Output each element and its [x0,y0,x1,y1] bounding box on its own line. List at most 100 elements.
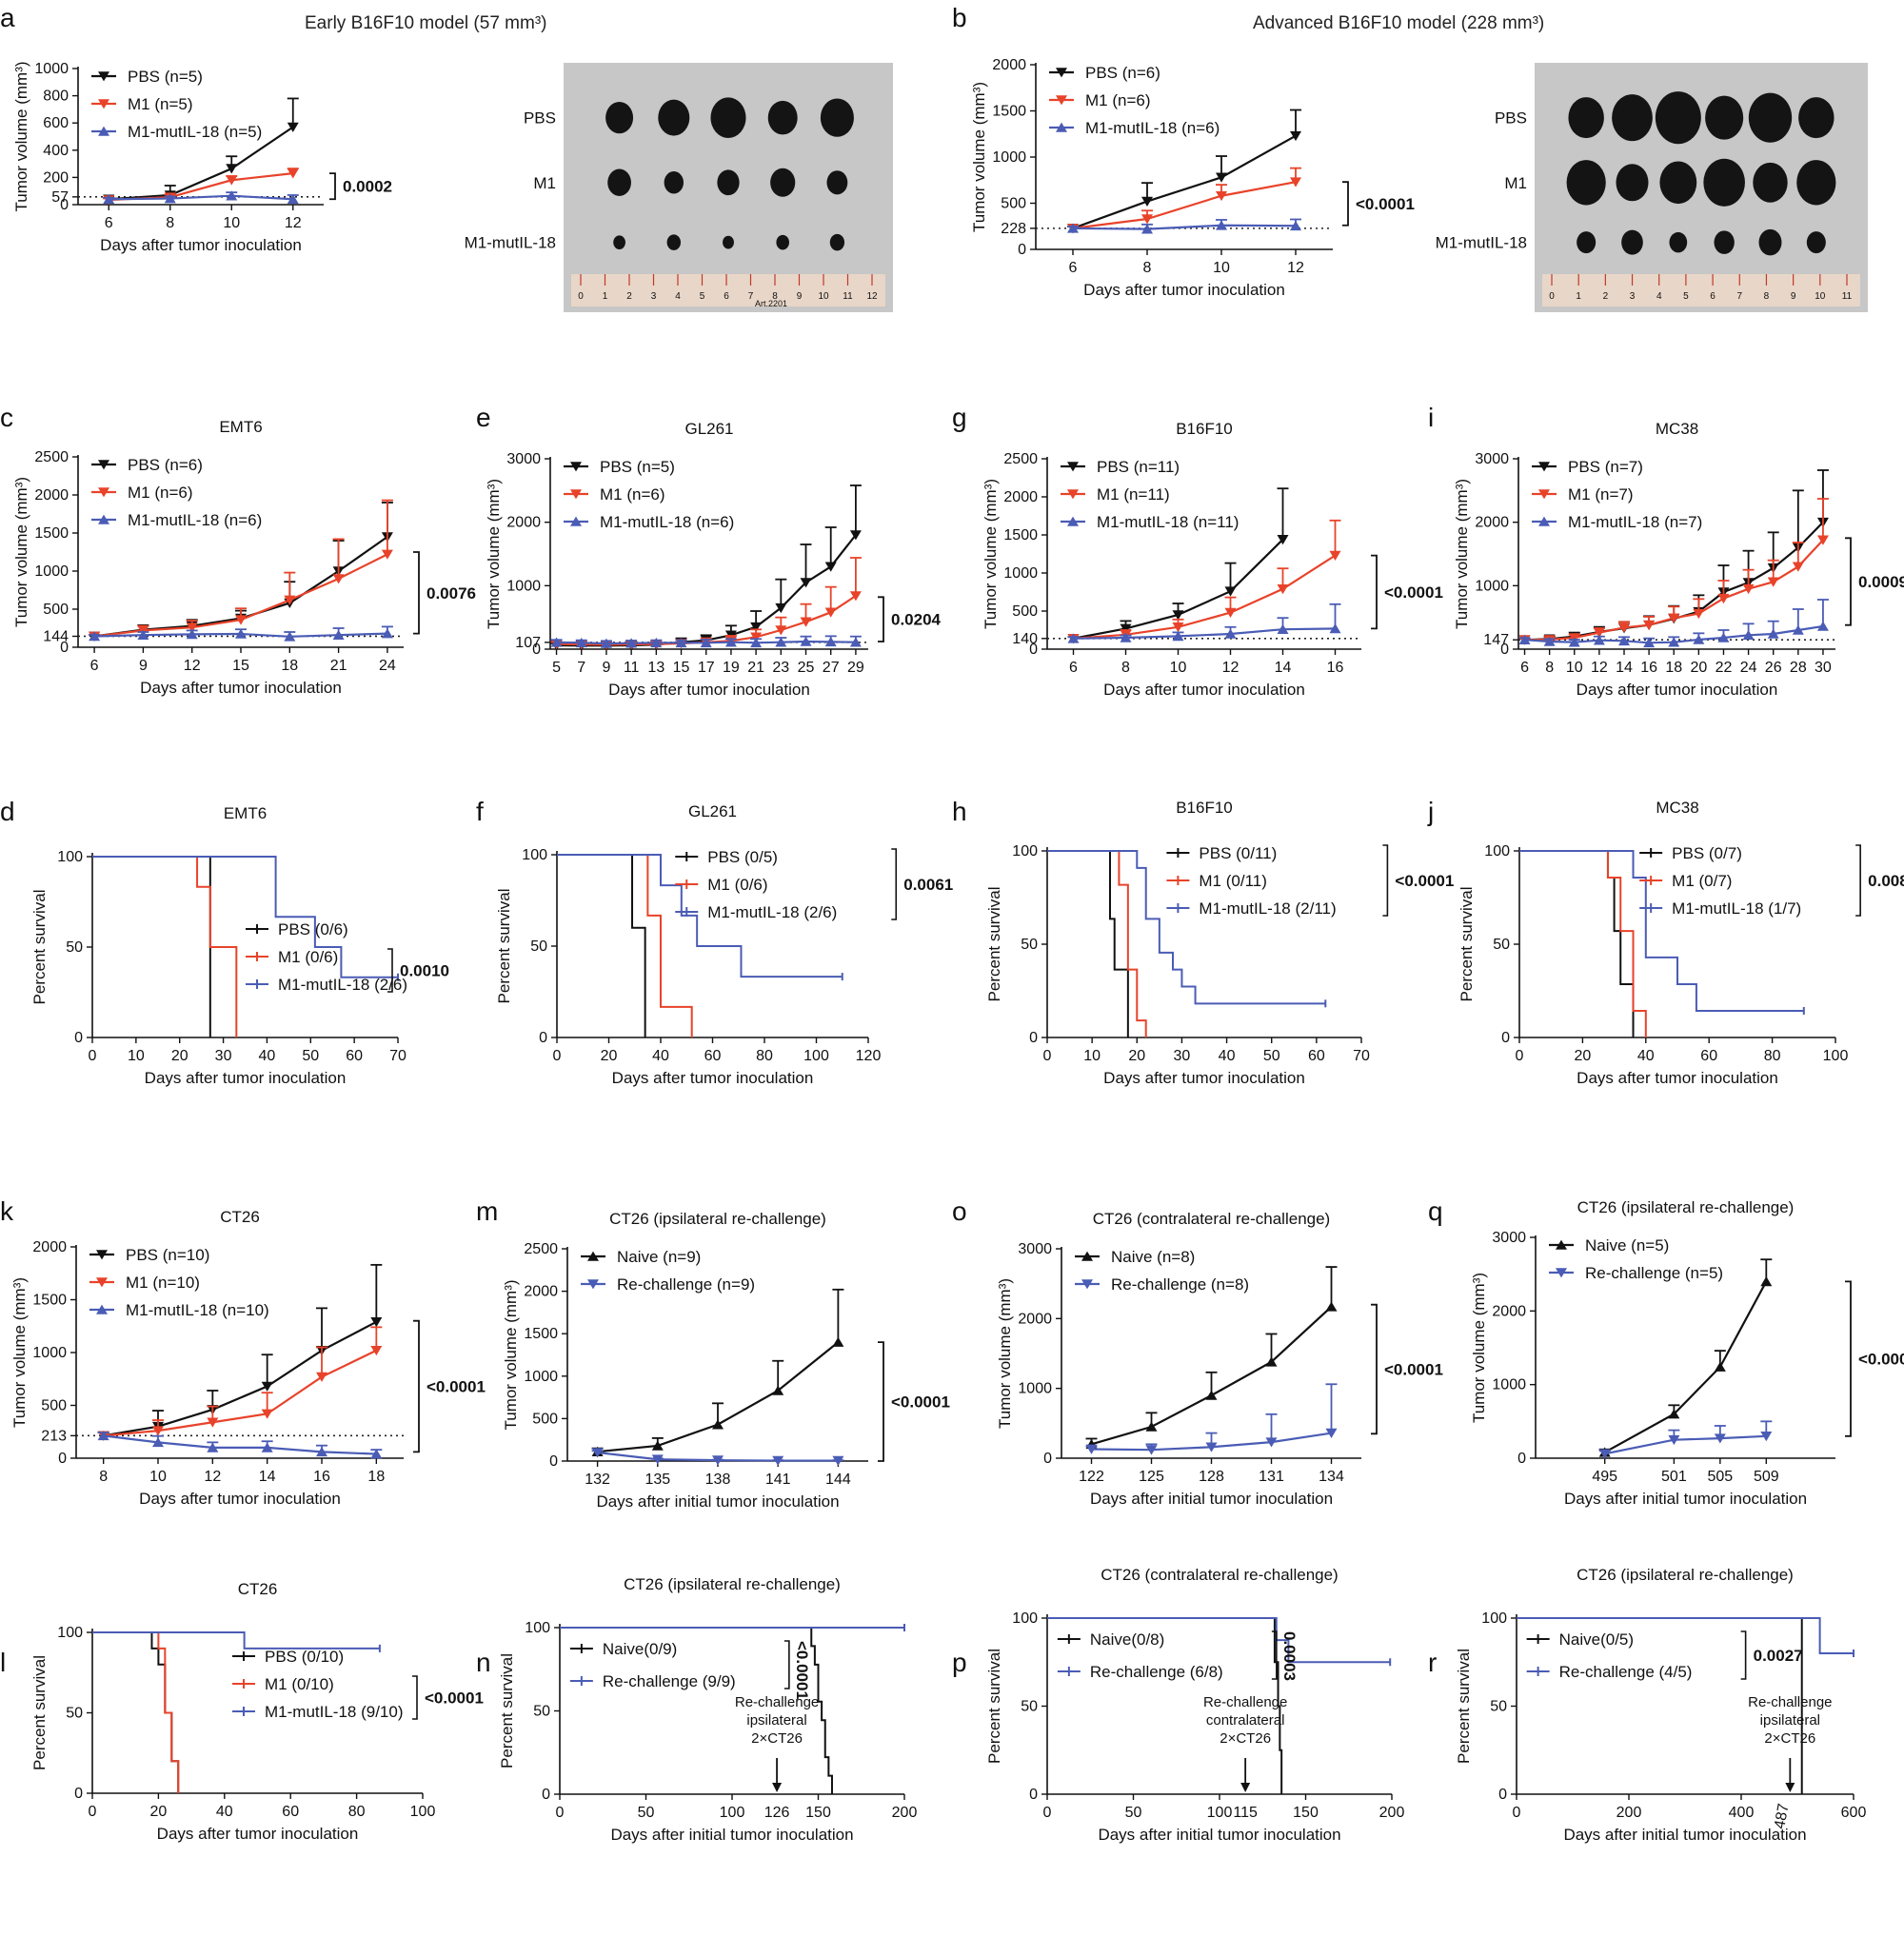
y-tick-label: 2000 [506,515,541,531]
survival-curve [557,854,843,978]
legend: PBS (n=6) M1 (n=6) M1-mutIL-18 (n=6) [91,456,262,529]
data-point [1329,623,1341,634]
data-point [207,1417,219,1428]
x-tick-label: 20 [1690,660,1707,676]
legend-entry: PBS (0/11) [1199,844,1277,862]
chart-title: MC38 [1656,799,1698,817]
y-axis-label: Percent survival [985,1649,1003,1764]
data-point [772,1455,784,1466]
x-tick-label: 505 [1707,1469,1733,1485]
y-tick-label: 50 [66,939,83,956]
x-axis-label: Days after tumor inoculation [139,1490,341,1508]
tumor-specimen [1577,231,1597,254]
legend-entry: PBS (n=5) [600,458,675,476]
legend: Naive(0/5) Re-challenge (4/5) [1526,1630,1692,1681]
legend-entry: M1-mutIL-18 (n=6) [600,513,734,531]
p-value: <0.0001 [1384,1361,1443,1379]
data-point [287,168,299,179]
y-tick-label: 1500 [1003,527,1038,543]
legend: Naive(0/8) Re-challenge (6/8) [1057,1630,1223,1681]
ruler-number: 8 [772,291,778,302]
p-value: <0.0001 [891,1393,950,1412]
series [1067,167,1301,234]
data-point [575,637,587,648]
x-tick-label: 100 [1823,1048,1849,1064]
x-tick-label: 70 [389,1048,407,1064]
y-tick-label: 500 [1001,196,1026,212]
y-axis-label: Percent survival [30,890,49,1005]
ruler-number: 3 [651,291,657,302]
x-tick-label: 10 [1566,660,1583,676]
tumor-specimen [1566,160,1606,206]
y-tick-label: 2500 [34,449,69,465]
y-axis-label: Tumor volume (mm³) [1470,1273,1488,1423]
series [1067,519,1341,644]
legend-entry: Naive(0/8) [1090,1630,1164,1649]
legend-entry: PBS (0/6) [278,920,348,938]
tumor-specimen [1669,231,1688,253]
y-axis-label: Tumor volume (mm³) [485,479,503,629]
chart-title: EMT6 [224,804,267,822]
photo-row-label: PBS [1495,109,1527,128]
data-point [1141,196,1153,207]
ruler-number: 4 [1656,291,1662,302]
legend-marker [1067,516,1079,526]
legend-marker [1067,489,1079,500]
legend-marker [570,489,582,500]
x-axis-label: Days after tumor inoculation [1083,281,1285,299]
tumor-specimen [1753,162,1788,203]
legend-entry: Re-challenge (n=8) [1111,1275,1249,1294]
x-tick-label: 15 [673,660,690,676]
chart-d: d EMT6 0 10 20 30 40 50 60 70 0 50 100 Days after tum… [0,797,449,1087]
y-tick-label: 0 [1498,1787,1507,1803]
series [97,1326,383,1441]
data-point [226,175,238,186]
x-tick-label: 60 [1308,1048,1325,1064]
survival-curve [92,856,398,978]
series-line [1072,134,1297,229]
data-point [1742,629,1755,641]
x-tick-label: 0 [556,1805,565,1821]
x-tick-label: 20 [1575,1048,1592,1064]
x-tick-label: 138 [705,1472,731,1488]
data-point [1816,621,1829,631]
tumor-specimen [829,233,845,251]
y-tick-label: 3000 [1018,1241,1052,1257]
legend-marker [1056,95,1067,106]
tumor-specimen [666,234,682,250]
x-tick-label: 400 [1729,1805,1755,1821]
legend-marker [570,462,582,472]
x-tick-label: 11 [624,660,640,676]
legend-marker [96,1277,108,1288]
x-tick-label: 16 [313,1469,330,1485]
y-tick-label: 57 [51,189,69,206]
panel-letter: d [0,797,15,826]
pvalue-bracket [891,848,898,920]
tumor-specimen [767,100,798,135]
x-tick-label: 27 [823,660,840,676]
data-point [1141,224,1153,234]
data-point [1265,1437,1278,1448]
ruler-number: 2 [1603,291,1609,302]
panel-letter: o [952,1196,967,1226]
panel-letter: k [0,1196,14,1226]
data-point [1693,608,1705,620]
legend: PBS (n=7) M1 (n=7) M1-mutIL-18 (n=7) [1532,458,1702,531]
data-point [332,574,345,584]
legend-entry: M1-mutIL-18 (n=10) [126,1301,269,1319]
x-tick-label: 9 [139,658,148,674]
x-tick-label: 18 [1665,660,1682,676]
data-point [1172,622,1184,633]
data-point [287,122,299,132]
y-tick-label: 50 [1493,937,1510,953]
x-tick-label: 30 [1815,660,1832,676]
data-point [186,622,198,633]
annotation-tick-label: 115 [1233,1805,1258,1821]
chart-k: k CT26 8 10 12 14 16 18 0 213 500 1000 1500 2000 Days … [0,1196,486,1508]
x-tick-label: 128 [1199,1469,1224,1485]
data-point [316,1446,327,1457]
series-line [1524,539,1824,642]
x-tick-label: 60 [346,1048,363,1064]
x-tick-label: 20 [150,1804,168,1820]
